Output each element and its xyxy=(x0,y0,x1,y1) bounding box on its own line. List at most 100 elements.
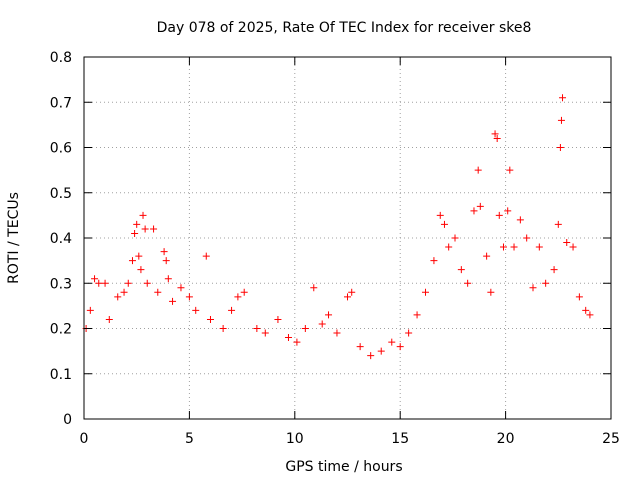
data-point xyxy=(495,211,503,219)
data-point xyxy=(310,284,318,292)
data-point xyxy=(219,325,227,332)
data-point xyxy=(101,279,109,287)
data-point xyxy=(563,239,571,247)
data-point xyxy=(160,248,168,256)
x-tick-label: 25 xyxy=(602,431,620,447)
data-point xyxy=(557,116,565,124)
data-point xyxy=(105,315,113,323)
data-point xyxy=(440,220,448,228)
data-point xyxy=(202,252,210,260)
data-point xyxy=(529,284,537,292)
data-point xyxy=(344,293,351,301)
data-point xyxy=(128,257,136,265)
data-point xyxy=(95,279,103,287)
chart-title: Day 078 of 2025, Rate Of TEC Index for r… xyxy=(157,20,532,36)
y-axis-label: ROTI / TECUs xyxy=(6,192,22,284)
data-point xyxy=(559,94,567,102)
data-point xyxy=(114,293,122,301)
data-point xyxy=(325,311,333,319)
data-point xyxy=(169,297,177,305)
data-point xyxy=(185,293,193,301)
data-point xyxy=(542,279,550,287)
data-point xyxy=(586,311,594,319)
data-point xyxy=(582,306,590,314)
x-tick-label: 5 xyxy=(185,431,194,447)
data-point xyxy=(493,134,501,142)
data-point xyxy=(356,343,364,351)
data-point xyxy=(430,257,438,265)
data-point xyxy=(293,338,301,346)
data-point xyxy=(240,288,248,296)
data-point xyxy=(141,225,149,233)
data-point xyxy=(556,144,564,151)
y-tick-label: 0.3 xyxy=(50,276,72,292)
data-point xyxy=(476,202,484,210)
data-point xyxy=(569,243,577,251)
data-point xyxy=(162,257,170,265)
data-point xyxy=(253,325,261,332)
data-point xyxy=(124,279,132,287)
data-point xyxy=(348,288,356,296)
data-point xyxy=(483,252,491,260)
data-point xyxy=(150,225,158,233)
data-point xyxy=(413,311,421,319)
data-point xyxy=(554,220,562,228)
data-point xyxy=(377,347,385,355)
data-point xyxy=(318,320,326,328)
data-point xyxy=(333,329,341,337)
data-point xyxy=(143,279,151,287)
grid-lines xyxy=(84,57,611,419)
data-point xyxy=(274,315,282,323)
data-point xyxy=(575,293,583,301)
data-point xyxy=(120,288,128,296)
y-tick-label: 0.1 xyxy=(50,367,72,383)
axis-ticks: 0 0.1 0.2 0.3 0.4 0.5 0.6 0.7 0.8 0 5 10 15 20 25 xyxy=(50,50,620,447)
data-point xyxy=(499,243,507,251)
data-point xyxy=(474,166,482,174)
data-point xyxy=(457,266,465,274)
data-point xyxy=(491,130,499,138)
y-tick-label: 0 xyxy=(63,412,72,428)
x-tick-label: 15 xyxy=(391,431,409,447)
data-point xyxy=(261,329,269,337)
data-point xyxy=(228,306,236,314)
data-point xyxy=(137,266,145,274)
data-point xyxy=(464,279,472,287)
data-point xyxy=(445,243,453,251)
data-point xyxy=(421,288,429,296)
data-point xyxy=(192,306,200,314)
data-point xyxy=(131,229,139,237)
data-point xyxy=(396,343,404,351)
data-point xyxy=(133,220,141,228)
data-point xyxy=(154,288,162,296)
scatter-points xyxy=(82,94,594,360)
data-point xyxy=(451,234,459,242)
data-point xyxy=(177,284,185,292)
data-point xyxy=(487,288,495,296)
data-point xyxy=(506,166,514,174)
data-point xyxy=(504,207,512,215)
data-point xyxy=(91,275,99,283)
y-tick-label: 0.4 xyxy=(50,231,72,247)
x-tick-label: 20 xyxy=(497,431,515,447)
data-point xyxy=(86,306,94,314)
data-point xyxy=(164,275,172,283)
data-point xyxy=(535,243,543,251)
x-axis-label: GPS time / hours xyxy=(285,459,402,475)
data-point xyxy=(234,293,242,301)
data-point xyxy=(284,334,292,342)
data-point xyxy=(516,216,524,224)
data-point xyxy=(139,211,147,219)
plot-frame xyxy=(83,56,612,420)
y-tick-label: 0.2 xyxy=(50,322,72,338)
y-tick-label: 0.5 xyxy=(50,186,72,202)
y-tick-label: 0.7 xyxy=(50,95,72,111)
data-point xyxy=(388,338,396,346)
x-tick-label: 0 xyxy=(80,431,89,447)
data-point xyxy=(510,243,518,251)
data-point xyxy=(301,325,309,332)
data-point xyxy=(550,266,558,274)
data-point xyxy=(405,329,413,337)
data-point xyxy=(135,252,143,260)
